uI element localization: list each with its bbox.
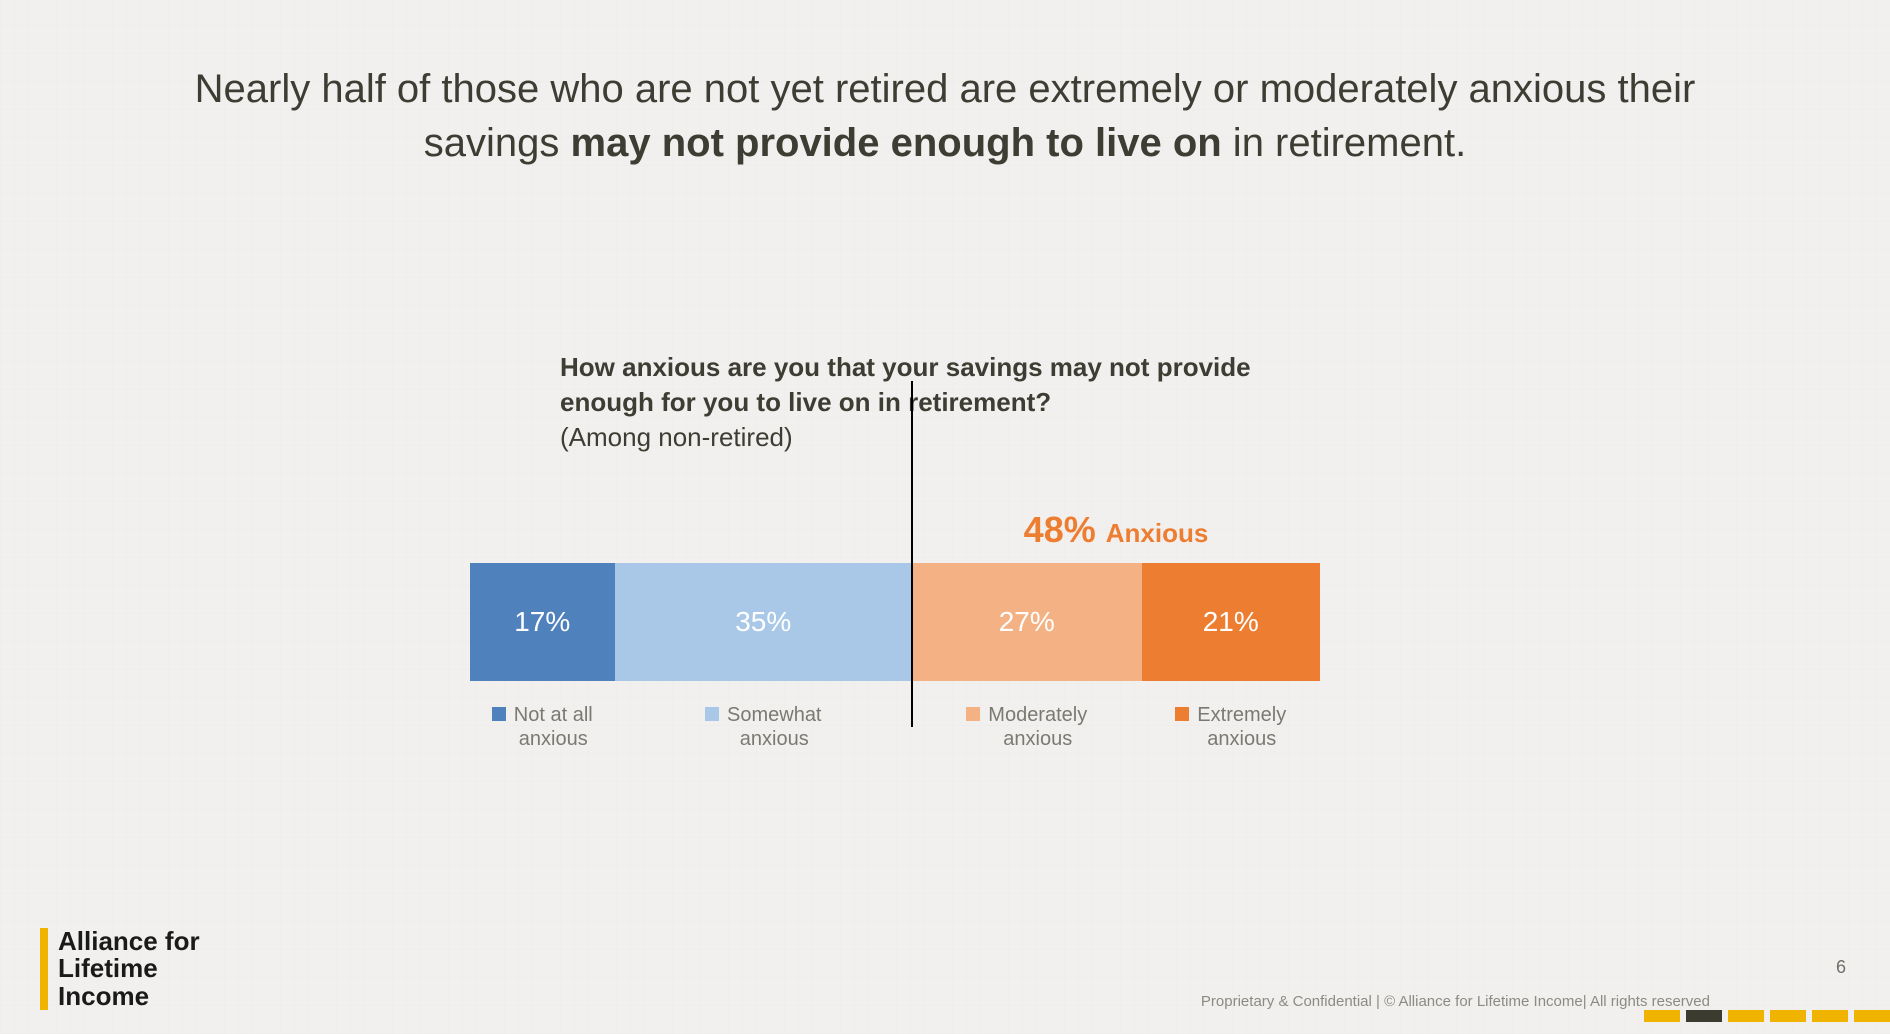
chart-legend: Not at all anxious Somewhat anxious Modera… — [470, 703, 1320, 751]
bar-segment: 27% — [912, 563, 1142, 681]
slide-headline: Nearly half of those who are not yet ret… — [130, 62, 1760, 170]
page-number: 6 — [1836, 957, 1846, 978]
callout-value: 48% — [1024, 509, 1096, 550]
dash — [1644, 1010, 1680, 1022]
dash — [1686, 1010, 1722, 1022]
chart-container: How anxious are you that your savings ma… — [470, 350, 1320, 751]
legend-item: Moderately anxious — [912, 703, 1142, 751]
legend-swatch — [705, 707, 719, 721]
legend-item: Not at all anxious — [470, 703, 615, 751]
footer-logo: Alliance for Lifetime Income — [40, 928, 200, 1010]
legend-swatch — [1175, 707, 1189, 721]
legend-label: Somewhat anxious — [727, 703, 822, 751]
headline-bold: may not provide enough to live on — [571, 121, 1222, 165]
legend-label: Not at all anxious — [514, 703, 593, 751]
dash — [1728, 1010, 1764, 1022]
bar-segment: 17% — [470, 563, 615, 681]
legend-label: Moderately anxious — [988, 703, 1087, 751]
footer-copyright: Proprietary & Confidential | © Alliance … — [1201, 993, 1710, 1010]
chart-question: How anxious are you that your savings ma… — [470, 350, 1320, 420]
chart-callout: 48% Anxious — [1024, 509, 1209, 551]
legend-item: Extremely anxious — [1142, 703, 1321, 751]
chart-callout-row: 48% Anxious — [470, 499, 1320, 555]
legend-item: Somewhat anxious — [615, 703, 913, 751]
bar-divider — [911, 381, 913, 727]
headline-post: in retirement. — [1222, 121, 1467, 165]
legend-swatch — [492, 707, 506, 721]
logo-text: Alliance for Lifetime Income — [58, 928, 200, 1010]
bar-segment: 35% — [615, 563, 913, 681]
logo-accent-bar — [40, 928, 48, 1010]
chart-subnote: (Among non-retired) — [470, 422, 1320, 453]
bar-segment: 21% — [1142, 563, 1321, 681]
callout-word: Anxious — [1106, 518, 1209, 548]
legend-label: Extremely anxious — [1197, 703, 1286, 751]
footer-dash-strip — [1644, 1010, 1890, 1022]
bar-wrap: 17%35%27%21% — [470, 563, 1320, 681]
dash — [1812, 1010, 1848, 1022]
dash — [1854, 1010, 1890, 1022]
dash — [1770, 1010, 1806, 1022]
stacked-bar: 17%35%27%21% — [470, 563, 1320, 681]
legend-swatch — [966, 707, 980, 721]
